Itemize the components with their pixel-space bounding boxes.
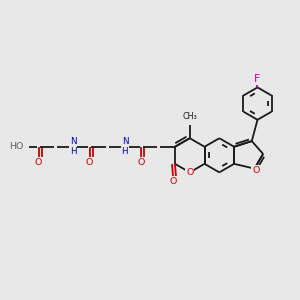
- Text: O: O: [86, 158, 93, 167]
- Text: O: O: [186, 169, 194, 178]
- Text: HO: HO: [9, 142, 23, 151]
- Text: O: O: [35, 158, 42, 167]
- Text: O: O: [252, 166, 260, 175]
- Text: O: O: [137, 158, 145, 167]
- Text: O: O: [170, 177, 177, 186]
- Text: N
H: N H: [122, 137, 128, 156]
- Text: F: F: [254, 74, 261, 84]
- Text: CH₃: CH₃: [182, 112, 197, 121]
- Text: N
H: N H: [70, 137, 77, 156]
